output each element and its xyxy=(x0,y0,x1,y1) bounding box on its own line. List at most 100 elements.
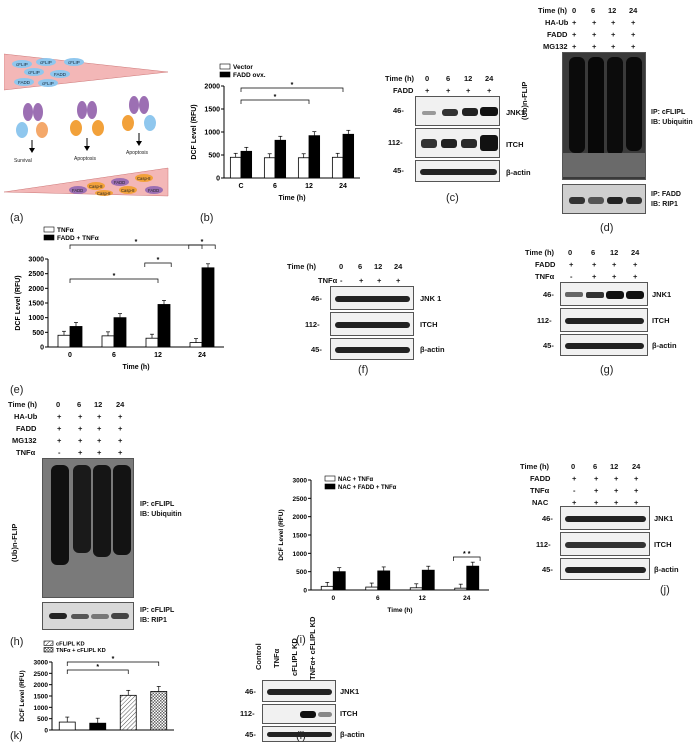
y-tick-label: 0 xyxy=(216,176,220,183)
significance-bracket xyxy=(453,556,481,561)
svg-text:cFLIP: cFLIP xyxy=(40,60,52,65)
significance-star: * xyxy=(291,82,294,89)
panel-label-d: (d) xyxy=(600,222,614,234)
bar xyxy=(201,267,215,348)
y-tick-label: 2500 xyxy=(28,271,44,278)
blot-jnk1 xyxy=(415,96,500,126)
x-tick-label: 24 xyxy=(339,183,347,190)
svg-text:FADD: FADD xyxy=(54,72,67,77)
bar xyxy=(240,150,253,179)
bar xyxy=(332,571,346,591)
legend-label: FADD + TNFα xyxy=(57,235,99,242)
significance-star: * xyxy=(201,239,204,246)
legend-label: TNFα + cFLIPL KD xyxy=(56,648,106,654)
legend-swatch xyxy=(324,483,336,490)
svg-text:Casp-8: Casp-8 xyxy=(89,184,103,189)
y-tick-label: 1500 xyxy=(204,107,220,114)
y-tick-label: 1500 xyxy=(34,694,49,701)
bar xyxy=(454,587,468,591)
bar xyxy=(409,587,423,591)
survival-complex xyxy=(16,103,48,153)
svg-text:FADD: FADD xyxy=(148,188,159,193)
panel-label-f: (f) xyxy=(358,364,369,376)
panel-label-b: (b) xyxy=(200,212,214,224)
bar xyxy=(421,569,435,591)
chart-i: 0 500 1000 1500 2000 2500 3000 DCF Level (RFU) T… xyxy=(278,475,489,614)
bar xyxy=(101,335,115,348)
significance-star: * xyxy=(274,94,277,101)
blot-jnk1 xyxy=(330,286,414,310)
bar xyxy=(274,139,287,179)
significance-bracket xyxy=(240,99,310,104)
y-tick-label: 2000 xyxy=(293,514,308,521)
legend-label: TNFα xyxy=(57,227,74,234)
legend-swatch xyxy=(43,647,54,653)
y-tick-label: 2500 xyxy=(293,496,308,503)
legend-swatch xyxy=(219,71,231,78)
y-tick-label: 500 xyxy=(37,716,48,723)
apoptosis-complex-2 xyxy=(122,96,156,146)
svg-text:FADD: FADD xyxy=(114,180,125,185)
y-tick-label: 2000 xyxy=(34,682,49,689)
blot-jnk1 xyxy=(560,506,650,530)
svg-text:FADD: FADD xyxy=(18,80,31,85)
y-tick-label: 3000 xyxy=(293,478,308,485)
bar xyxy=(229,156,242,179)
panel-label-i: (i) xyxy=(296,634,306,646)
y-tick-label: 500 xyxy=(296,569,307,576)
panel-label-e: (e) xyxy=(10,384,24,396)
bar xyxy=(157,304,171,348)
panel-label-h: (h) xyxy=(10,636,24,648)
significance-bracket xyxy=(69,278,159,283)
blot-itch xyxy=(415,128,500,158)
bar xyxy=(342,133,355,179)
bar xyxy=(189,342,203,348)
y-tick-label: 2000 xyxy=(204,84,220,91)
y-tick-label: 3000 xyxy=(28,257,44,264)
x-tick-label: 6 xyxy=(112,352,116,359)
x-tick-label: 12 xyxy=(305,183,313,190)
significance-bracket xyxy=(66,661,160,666)
x-tick-label: 0 xyxy=(331,595,335,602)
y-tick-label: 500 xyxy=(208,153,220,160)
legend-label: cFLIPL KD xyxy=(56,642,85,648)
apoptosis-schematic: cFLIP cFLIP cFLIP cFLIP FADD FADD cFLIP xyxy=(4,53,169,197)
bar xyxy=(331,156,344,179)
x-tick-label: 24 xyxy=(463,595,471,602)
blot-bactin xyxy=(330,338,414,360)
bar xyxy=(263,157,276,179)
bar xyxy=(308,135,321,179)
x-axis-label: Time (h) xyxy=(122,364,149,371)
legend-label: FADD ovx. xyxy=(233,72,266,79)
legend-label: NAC + TNFα xyxy=(338,477,374,483)
panel-label-c: (c) xyxy=(446,192,459,204)
legend-swatch xyxy=(43,234,55,241)
significance-bracket xyxy=(144,262,172,267)
y-tick-label: 500 xyxy=(32,330,44,337)
x-tick-label: 6 xyxy=(376,595,380,602)
bar xyxy=(145,337,159,348)
y-tick-label: 3000 xyxy=(34,660,49,667)
bar xyxy=(89,722,107,731)
blot-jnk1 xyxy=(262,680,336,702)
blot-ubiquitin-smear xyxy=(42,458,134,598)
schematic-top-label: cFLIP xyxy=(16,62,28,67)
blot-itch xyxy=(560,308,648,332)
apoptosis-label-2: Apoptosis xyxy=(126,150,148,156)
x-tick-label: 12 xyxy=(419,595,427,602)
svg-text:cFLIP: cFLIP xyxy=(42,81,54,86)
chart-b: 0 500 1000 1500 2000 DCF Level (RFU) Time (h) C… xyxy=(191,63,360,202)
legend-swatch xyxy=(219,63,231,70)
bar xyxy=(69,326,83,348)
blot-itch xyxy=(560,532,650,556)
svg-text:cFLIP: cFLIP xyxy=(28,70,40,75)
bar xyxy=(297,157,310,179)
significance-star: * xyxy=(135,239,138,246)
blot-bactin xyxy=(560,558,650,580)
blot-rip1 xyxy=(562,184,646,214)
significance-bracket xyxy=(240,87,344,92)
chart-e: 0 500 1000 1500 2000 2500 3000 DCF Level (RFU) T… xyxy=(15,226,224,371)
legend-swatch xyxy=(43,640,54,646)
svg-text:Casp-8: Casp-8 xyxy=(97,191,111,196)
